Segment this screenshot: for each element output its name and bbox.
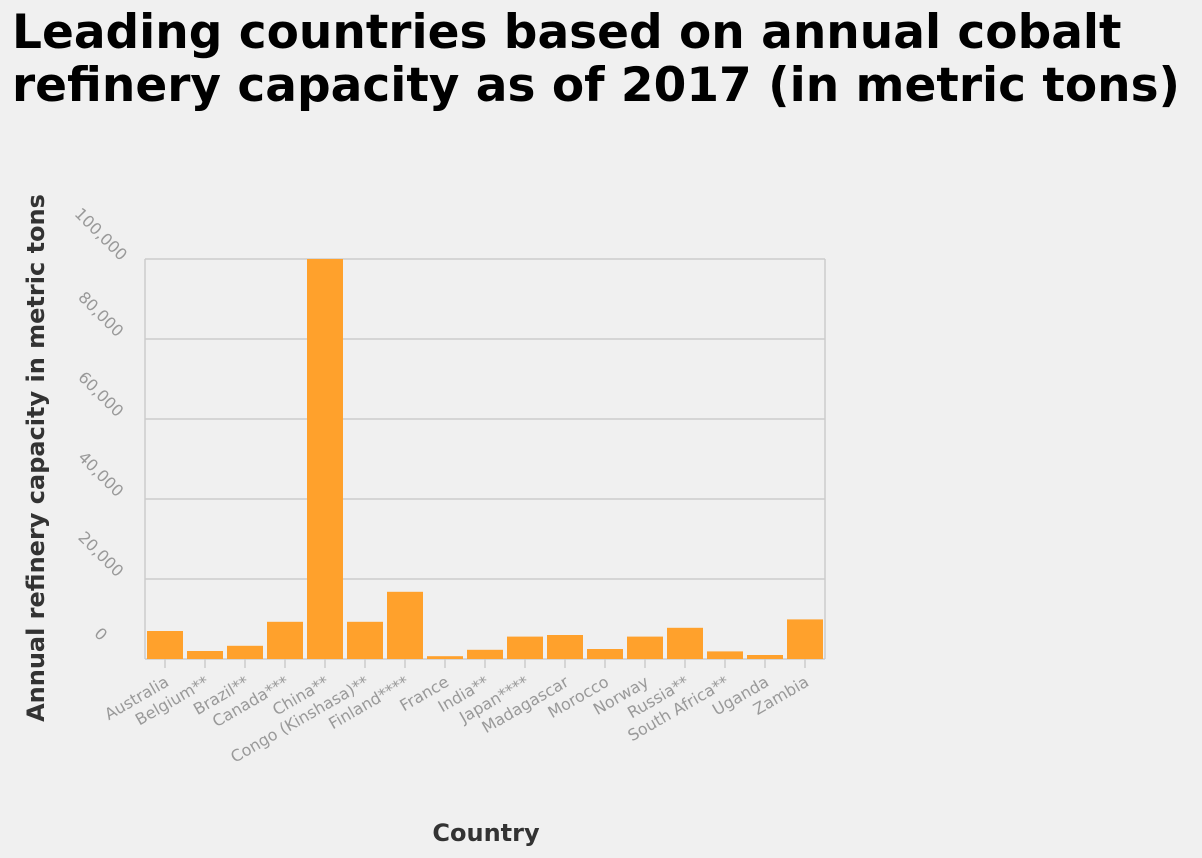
bar [627,636,663,659]
bar [507,636,543,659]
y-tick-label: 0 [91,624,112,645]
x-axis-ticks: AustraliaBelgium**Brazil**Canada***China… [101,659,812,767]
y-tick-label: 80,000 [74,288,127,341]
bars [147,259,823,659]
bar [347,621,383,659]
y-tick-label: 60,000 [74,368,127,421]
y-tick-label: 100,000 [71,204,131,264]
bar [427,656,463,659]
bar [387,591,423,659]
bar [467,649,503,659]
y-axis-title: Annual refinery capacity in metric tons [22,194,50,722]
x-axis-title: Country [432,819,540,847]
y-tick-label: 40,000 [74,448,127,501]
bar [187,651,223,659]
bar [707,651,743,659]
bar [267,621,303,659]
bar [587,649,623,659]
grid-lines [144,258,826,660]
bar [787,619,823,659]
y-axis-ticks: 0 20,000 40,000 60,000 80,000 100,000 [71,204,131,644]
bar [307,259,343,659]
bar [227,645,263,659]
bar [547,635,583,659]
y-tick-label: 20,000 [74,528,127,581]
bar [747,655,783,659]
bar [147,631,183,659]
bar [667,627,703,659]
chart-title: Leading countries based on annual cobalt… [12,5,1181,113]
